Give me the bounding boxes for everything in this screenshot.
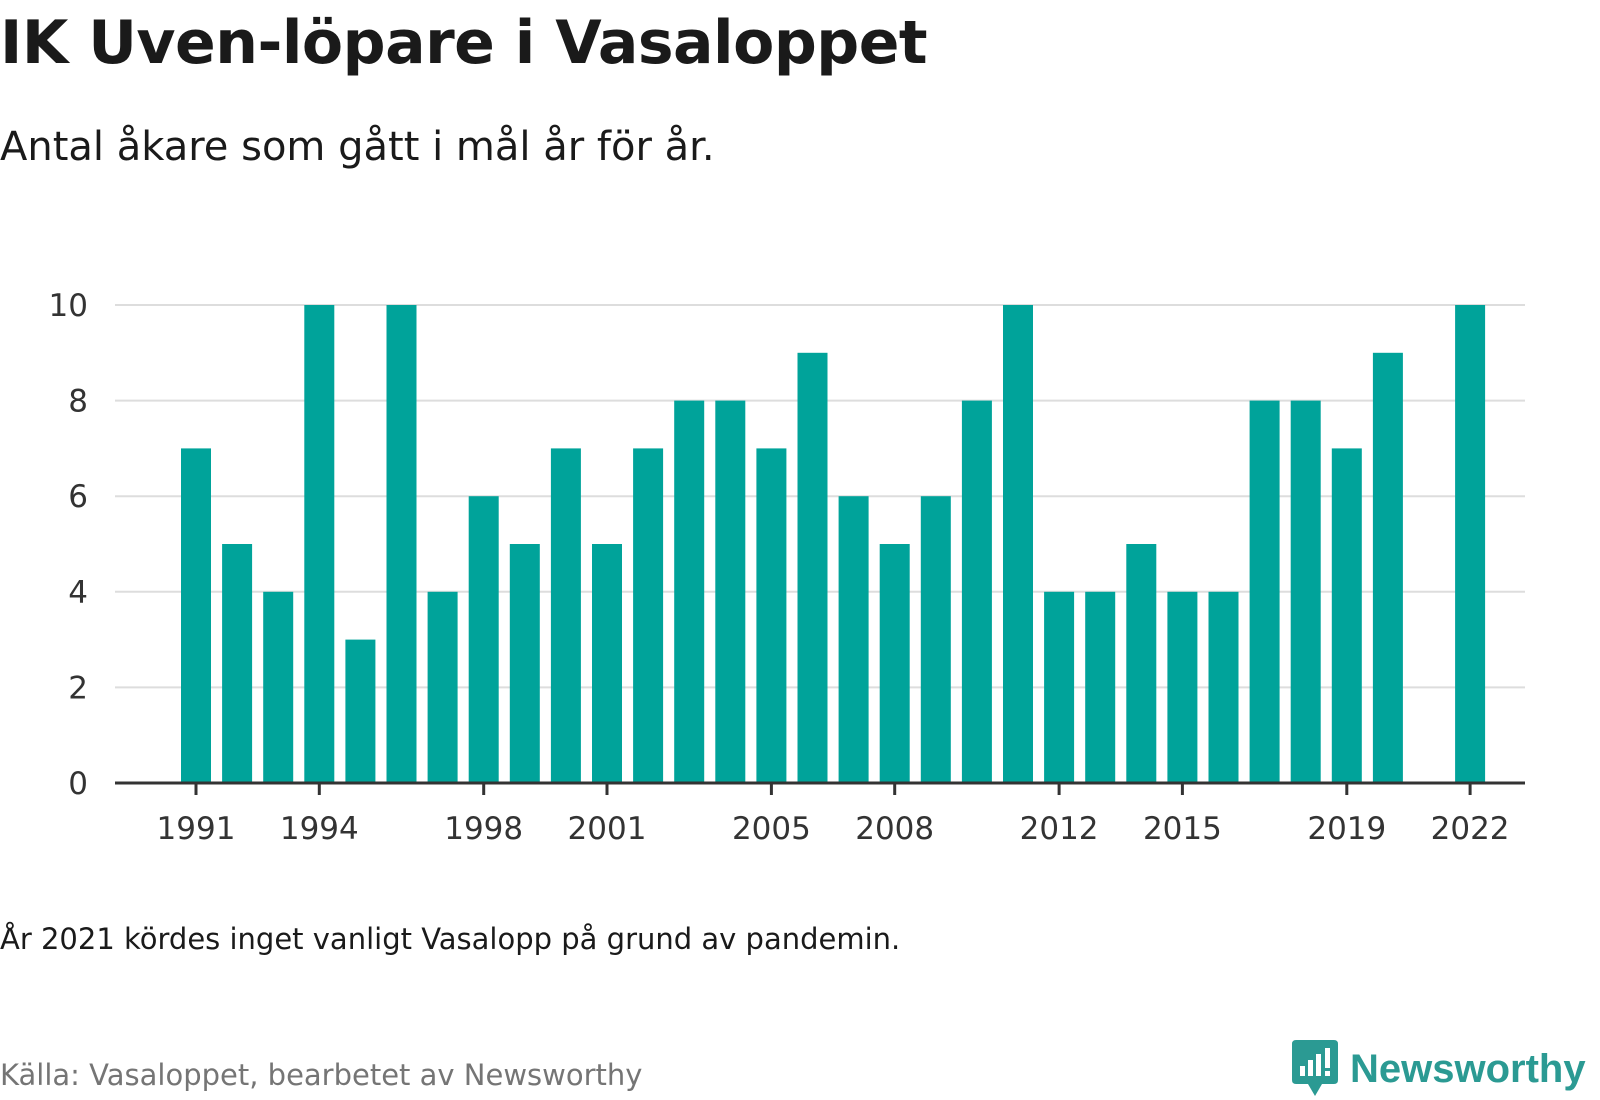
footnote: År 2021 kördes inget vanligt Vasalopp på…	[0, 922, 901, 956]
x-tick-label: 1998	[444, 811, 523, 847]
bar-2003	[674, 400, 705, 783]
bar-2016	[1208, 591, 1239, 783]
bar-2007	[838, 496, 869, 783]
bar-2017	[1249, 400, 1280, 783]
x-tick-label: 1991	[157, 811, 236, 847]
y-tick-label: 10	[49, 288, 88, 324]
bar-1999	[509, 544, 540, 783]
y-tick-label: 0	[68, 766, 88, 802]
bar-2000	[550, 448, 581, 783]
y-tick-label: 6	[68, 479, 88, 515]
brand: Newsworthy	[1290, 1040, 1586, 1098]
bar-2019	[1331, 448, 1362, 783]
chart-title: IK Uven-löpare i Vasaloppet	[0, 8, 928, 78]
bar-1994	[304, 305, 335, 783]
source-text: Källa: Vasaloppet, bearbetet av Newswort…	[0, 1058, 643, 1092]
bar-2022	[1455, 305, 1486, 783]
bar-2015	[1167, 591, 1198, 783]
x-axis: 1991 1994 1998 2001 2005 2008 2012 2015 2019 2022	[115, 781, 1525, 847]
x-tick-label: 2008	[855, 811, 934, 847]
bar-1992	[222, 544, 253, 783]
bar-1993	[263, 591, 294, 783]
x-tick-label: 2019	[1307, 811, 1386, 847]
bar-2010	[961, 400, 992, 783]
y-tick-label: 4	[68, 575, 88, 611]
x-tick-label: 2022	[1431, 811, 1510, 847]
bar-2018	[1290, 400, 1321, 783]
bar-2002	[633, 448, 664, 783]
bar-2004	[715, 400, 746, 783]
bar-1995	[345, 639, 376, 783]
x-tick-label: 1994	[280, 811, 359, 847]
x-tick-label: 2012	[1020, 811, 1099, 847]
bar-2009	[920, 496, 951, 783]
brand-name: Newsworthy	[1350, 1046, 1586, 1091]
bars	[181, 305, 1486, 783]
x-tick-label: 2015	[1143, 811, 1222, 847]
bar-2012	[1044, 591, 1075, 783]
bar-2020	[1372, 352, 1403, 783]
x-tick-label: 2005	[732, 811, 811, 847]
y-axis-labels: 0 2 4 6 8 10	[49, 288, 88, 802]
bar-1997	[427, 591, 458, 783]
bar-2008	[879, 544, 910, 783]
chart-subtitle: Antal åkare som gått i mål år för år.	[0, 124, 715, 170]
bar-1998	[468, 496, 499, 783]
y-tick-label: 2	[68, 670, 88, 706]
bar-2014	[1126, 544, 1157, 783]
x-tick-label: 2001	[568, 811, 647, 847]
bar-2006	[797, 352, 828, 783]
bar-2011	[1003, 305, 1033, 783]
y-tick-label: 8	[68, 384, 88, 420]
bar-2005	[756, 448, 787, 783]
bar-2013	[1085, 591, 1116, 783]
bar-1991	[181, 448, 211, 783]
bar-2001	[592, 544, 622, 783]
bar-1996	[386, 305, 417, 783]
newsworthy-logo-icon	[1292, 1040, 1338, 1096]
